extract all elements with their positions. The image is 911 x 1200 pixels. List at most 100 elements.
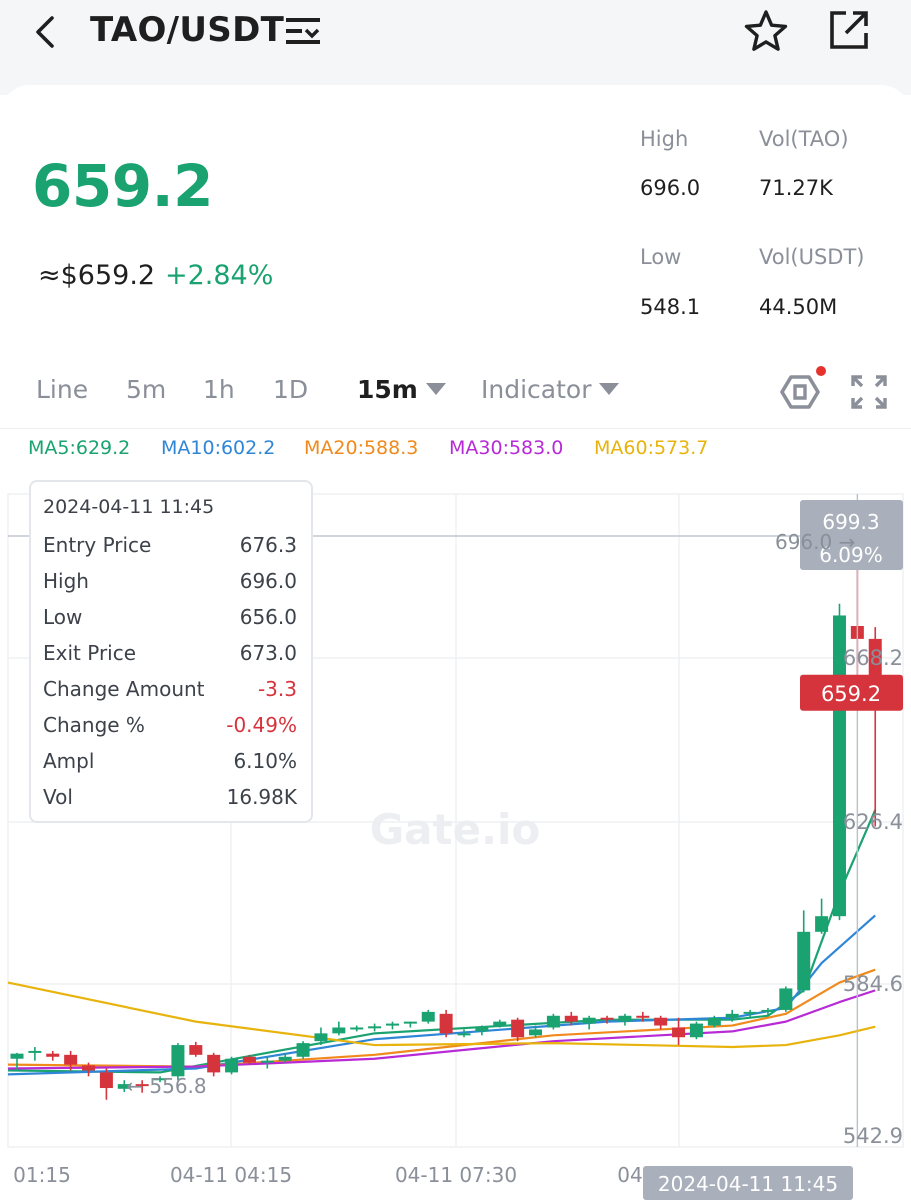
candle-body <box>529 1029 543 1036</box>
candle <box>564 1011 578 1026</box>
timeframe-tabs: Line 5m 1h 1D 15m Indicator <box>0 375 911 415</box>
candle-body <box>171 1045 185 1077</box>
tooltip-row: Exit Price 673.0 <box>43 641 297 665</box>
candle <box>278 1052 292 1063</box>
page-title[interactable]: TAO/USDT <box>90 10 285 50</box>
vol-quote-label: Vol(USDT) <box>759 245 865 269</box>
candle <box>797 910 811 993</box>
candle <box>511 1017 525 1042</box>
tooltip-label: Entry Price <box>43 533 152 557</box>
candle <box>350 1025 364 1032</box>
high-value: 696.0 <box>640 176 701 200</box>
back-arrow-icon[interactable] <box>26 10 66 54</box>
current-price-tag <box>800 674 903 711</box>
tooltip-value: 6.10% <box>233 749 297 773</box>
candle-body <box>135 1084 149 1087</box>
notification-dot <box>816 366 826 376</box>
candle-body <box>368 1026 382 1029</box>
tab-1d[interactable]: 1D <box>273 375 309 404</box>
crosshair-percent: 6.09% <box>819 543 883 567</box>
ma10-legend: MA10:602.2 <box>161 437 276 459</box>
tooltip-row: Entry Price 676.3 <box>43 533 297 557</box>
candle <box>385 1021 399 1030</box>
y-tick-label: 626.4 <box>843 810 903 834</box>
candle <box>99 1068 113 1100</box>
tooltip-row: Change % -0.49% <box>43 713 297 737</box>
y-tick-label: 668.2 <box>843 646 903 670</box>
candle <box>475 1025 489 1036</box>
favorite-star-icon[interactable] <box>742 8 790 54</box>
candle-body <box>815 916 829 932</box>
ma60-legend: MA60:573.7 <box>594 437 709 459</box>
candle <box>153 1076 167 1083</box>
candle-body <box>64 1054 78 1065</box>
chevron-down-icon <box>599 383 620 395</box>
low-label: Low <box>640 245 682 269</box>
candle-body <box>636 1015 650 1018</box>
tooltip-value: 696.0 <box>239 569 297 593</box>
candle-body <box>600 1017 614 1020</box>
candle <box>672 1017 686 1046</box>
candle-body <box>385 1023 399 1026</box>
candle-body <box>761 1009 775 1012</box>
candle-body <box>457 1033 471 1036</box>
candle <box>600 1015 614 1024</box>
tab-15m[interactable]: 15m <box>357 375 446 404</box>
candle-body <box>207 1054 221 1073</box>
candle-body <box>82 1065 96 1071</box>
pair-switch-icon[interactable] <box>284 13 322 49</box>
last-price: 659.2 <box>32 152 213 220</box>
tooltip-label: Change % <box>43 713 145 737</box>
y-tick-label: 542.9 <box>843 1124 903 1148</box>
vol-quote-value: 44.50M <box>759 295 838 319</box>
candle <box>171 1043 185 1081</box>
candle <box>725 1009 739 1022</box>
tooltip-value: 656.0 <box>239 605 297 629</box>
candle <box>46 1050 60 1061</box>
candle-body <box>672 1027 686 1038</box>
tab-1h[interactable]: 1h <box>203 375 235 404</box>
candle <box>636 1011 650 1022</box>
candle <box>493 1019 507 1028</box>
candle-body <box>260 1060 274 1063</box>
candle-body <box>350 1027 364 1030</box>
candle-body <box>493 1021 507 1026</box>
candle-body <box>725 1013 739 1018</box>
candle <box>403 1021 417 1028</box>
tab-5m[interactable]: 5m <box>126 375 167 404</box>
tooltip-row: Low 656.0 <box>43 605 297 629</box>
chart-settings-icon[interactable] <box>780 373 820 411</box>
fullscreen-icon[interactable] <box>850 374 888 410</box>
tab-indicator[interactable]: Indicator <box>481 375 620 404</box>
candle-body <box>10 1053 24 1059</box>
candle-body <box>797 931 811 991</box>
candle-body <box>546 1015 560 1028</box>
candle <box>439 1009 453 1038</box>
candle <box>654 1015 668 1030</box>
candle-body <box>439 1013 453 1034</box>
ma5-legend: MA5:629.2 <box>28 437 131 459</box>
low-value: 548.1 <box>640 295 701 319</box>
candle-body <box>99 1072 113 1089</box>
tooltip-value: 676.3 <box>239 533 297 557</box>
candle-body <box>618 1015 632 1022</box>
candle-body <box>511 1019 525 1038</box>
candle-body <box>654 1017 668 1026</box>
candle <box>618 1013 632 1026</box>
x-tick-label: 04-11 07:30 <box>395 1163 517 1187</box>
y-tick-label: 584.6 <box>843 972 903 996</box>
candle <box>546 1013 560 1030</box>
candle <box>332 1021 346 1036</box>
candle <box>28 1047 42 1061</box>
tooltip-value: 16.98K <box>226 785 297 809</box>
tooltip-label: Ampl <box>43 749 95 773</box>
top-bar: TAO/USDT <box>0 0 911 95</box>
candle-body <box>743 1011 757 1014</box>
vol-base-value: 71.27K <box>759 176 833 200</box>
crosshair-time: 2024-04-11 11:45 <box>658 1172 838 1196</box>
candle-body <box>421 1011 435 1022</box>
candle <box>707 1015 721 1028</box>
tooltip-value: -0.49% <box>226 713 297 737</box>
tab-line[interactable]: Line <box>36 375 89 404</box>
share-icon[interactable] <box>826 7 872 53</box>
